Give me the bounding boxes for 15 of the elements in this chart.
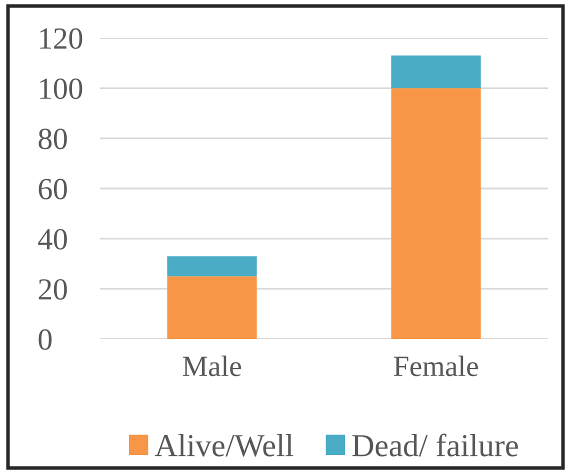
legend-label: Dead/ failure — [352, 434, 518, 456]
bar — [167, 276, 257, 339]
y-tick-label: 100 — [40, 78, 82, 100]
x-tick-label: Female — [394, 356, 478, 376]
bar — [391, 56, 481, 88]
bar — [167, 256, 257, 276]
y-tick-label: 60 — [38, 178, 67, 200]
y-tick-label: 20 — [38, 279, 67, 300]
bar — [391, 88, 481, 339]
y-tick-label: 80 — [38, 128, 67, 150]
y-tick-label: 0 — [38, 329, 52, 350]
y-tick-label: 40 — [38, 228, 67, 250]
legend-label: Alive/Well — [154, 434, 294, 457]
y-tick-label: 120 — [40, 28, 82, 49]
x-tick-label: Male — [182, 356, 241, 376]
